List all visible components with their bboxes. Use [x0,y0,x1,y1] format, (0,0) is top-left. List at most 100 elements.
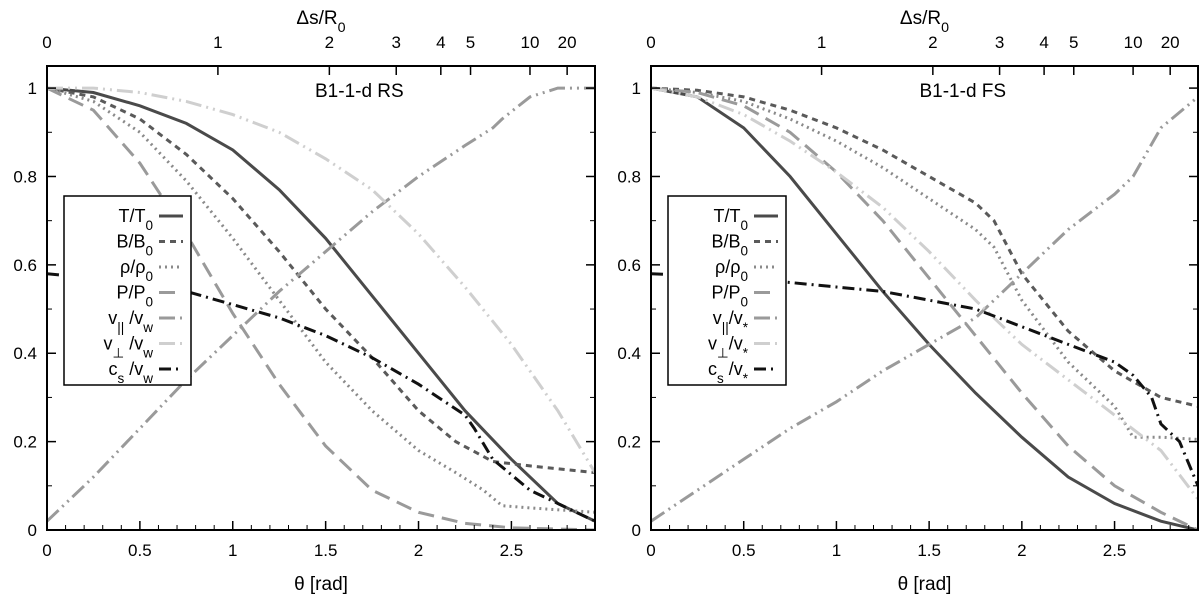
series-line-4 [47,86,595,523]
text-part: c [108,359,117,379]
text-part: Δs/R [296,8,337,29]
x-axis-title: θ [rad] [294,574,348,595]
panel-title: B1-1-d RS [315,81,404,102]
subscript: ⊥ [717,345,729,360]
legend-label-1: B/B0 [711,232,748,259]
legend-label-4: v||/v* [713,308,749,335]
text-part: P/P [711,283,740,303]
legend-label-4: v|| /vw [108,308,153,335]
top-tick-label: 4 [436,33,445,52]
text-part: /v [124,308,143,328]
y-tick-label: 0.2 [617,433,641,452]
subscript: 0 [740,269,748,284]
text-part: c [708,359,717,379]
top-tick-label: 3 [391,33,400,52]
legend-label-0: T/T0 [118,206,153,233]
subscript: 0 [145,243,153,258]
x-tick-label: 0.5 [732,541,756,560]
legend-label-6: cs /v* [708,359,749,386]
top-tick-label: 0 [646,33,655,52]
x-tick-label: 1.5 [314,541,338,560]
x-tick-label: 0 [42,541,51,560]
x-tick-label: 2.5 [1103,541,1127,560]
top-tick-label: 10 [1124,33,1143,52]
legend-label-3: P/P0 [116,283,153,310]
subscript: || [117,320,124,335]
plot-frame [46,65,596,531]
text-part: ρ/ρ [120,257,145,277]
panel-rs: 0 0.5 1 1.5 2 2.500.20.40.60.810 1 2 3 4 5 10 20θ [r… [13,8,596,595]
legend-label-2: ρ/ρ0 [120,257,153,284]
subscript: 0 [145,294,153,309]
legend-label-0: T/T0 [713,206,748,233]
top-tick-label: 20 [1161,33,1180,52]
y-tick-label: 0.2 [13,433,37,452]
text-part: /v [124,359,143,379]
series-line-3 [47,86,595,530]
subscript: w [142,371,153,386]
legend-label-2: ρ/ρ0 [715,257,748,284]
top-tick-label: 5 [1069,33,1078,52]
series-line-4 [651,95,1198,523]
y-tick-label: 0 [632,521,641,540]
y-tick-label: 1 [632,79,641,98]
subscript: s [117,371,124,386]
text-part: v [108,308,117,328]
series-line-1 [47,86,595,475]
top-tick-label: 10 [521,33,540,52]
series-group [651,86,1198,530]
text-part: T/T [118,206,145,226]
panel-title: B1-1-d FS [919,81,1006,102]
subscript: * [743,345,749,360]
x-tick-label: 0.5 [128,541,152,560]
legend-label-5: v⊥/v* [708,334,749,361]
subscript: * [743,371,749,386]
subscript: || [722,320,729,335]
text-part: /v [124,334,143,354]
y-tick-label: 0.4 [13,344,37,363]
subscript: 0 [941,20,949,36]
subscript: 0 [740,243,748,258]
subscript: 0 [338,20,346,36]
text-part: ρ/ρ [715,257,740,277]
y-tick-label: 0.6 [13,256,37,275]
text-part: /v [729,308,743,328]
legend-label-5: v⊥ /vw [103,334,153,361]
series-line-1 [651,86,1198,408]
legend-box [63,195,192,386]
y-tick-label: 0.4 [617,344,641,363]
panel-fs: 0 0.5 1 1.5 2 2.500.20.40.60.810 1 2 3 4 5 10 20θ [r… [617,8,1199,595]
legend: T/T0B/B0ρ/ρ0P/P0v||/v*v⊥/v*cs /v* [667,195,787,386]
y-tick-label: 0 [28,521,37,540]
legend-box [667,195,787,386]
x-tick-label: 1 [228,541,237,560]
y-tick-label: 1 [28,79,37,98]
top-tick-label: 1 [817,33,826,52]
top-tick-label: 3 [995,33,1004,52]
top-axis-title: Δs/R0 [296,8,345,36]
subscript: w [142,345,153,360]
top-tick-label: 1 [213,33,222,52]
text-part: T/T [713,206,740,226]
subscript: 0 [145,269,153,284]
text-part: B/B [116,232,145,252]
subscript: 0 [740,218,748,233]
legend-label-3: P/P0 [711,283,748,310]
top-tick-label: 2 [928,33,937,52]
x-tick-label: 2.5 [500,541,524,560]
x-tick-label: 2 [1017,541,1026,560]
series-line-5 [47,86,595,474]
y-tick-label: 0.8 [617,167,641,186]
x-axis-title: θ [rad] [898,574,952,595]
text-part: v [713,308,722,328]
x-tick-label: 0 [646,541,655,560]
text-part: P/P [116,283,145,303]
top-tick-label: 2 [325,33,334,52]
y-tick-label: 0.8 [13,167,37,186]
text-part: /v [729,334,743,354]
series-line-3 [651,86,1198,530]
subscript: 0 [145,218,153,233]
subscript: s [717,371,724,386]
